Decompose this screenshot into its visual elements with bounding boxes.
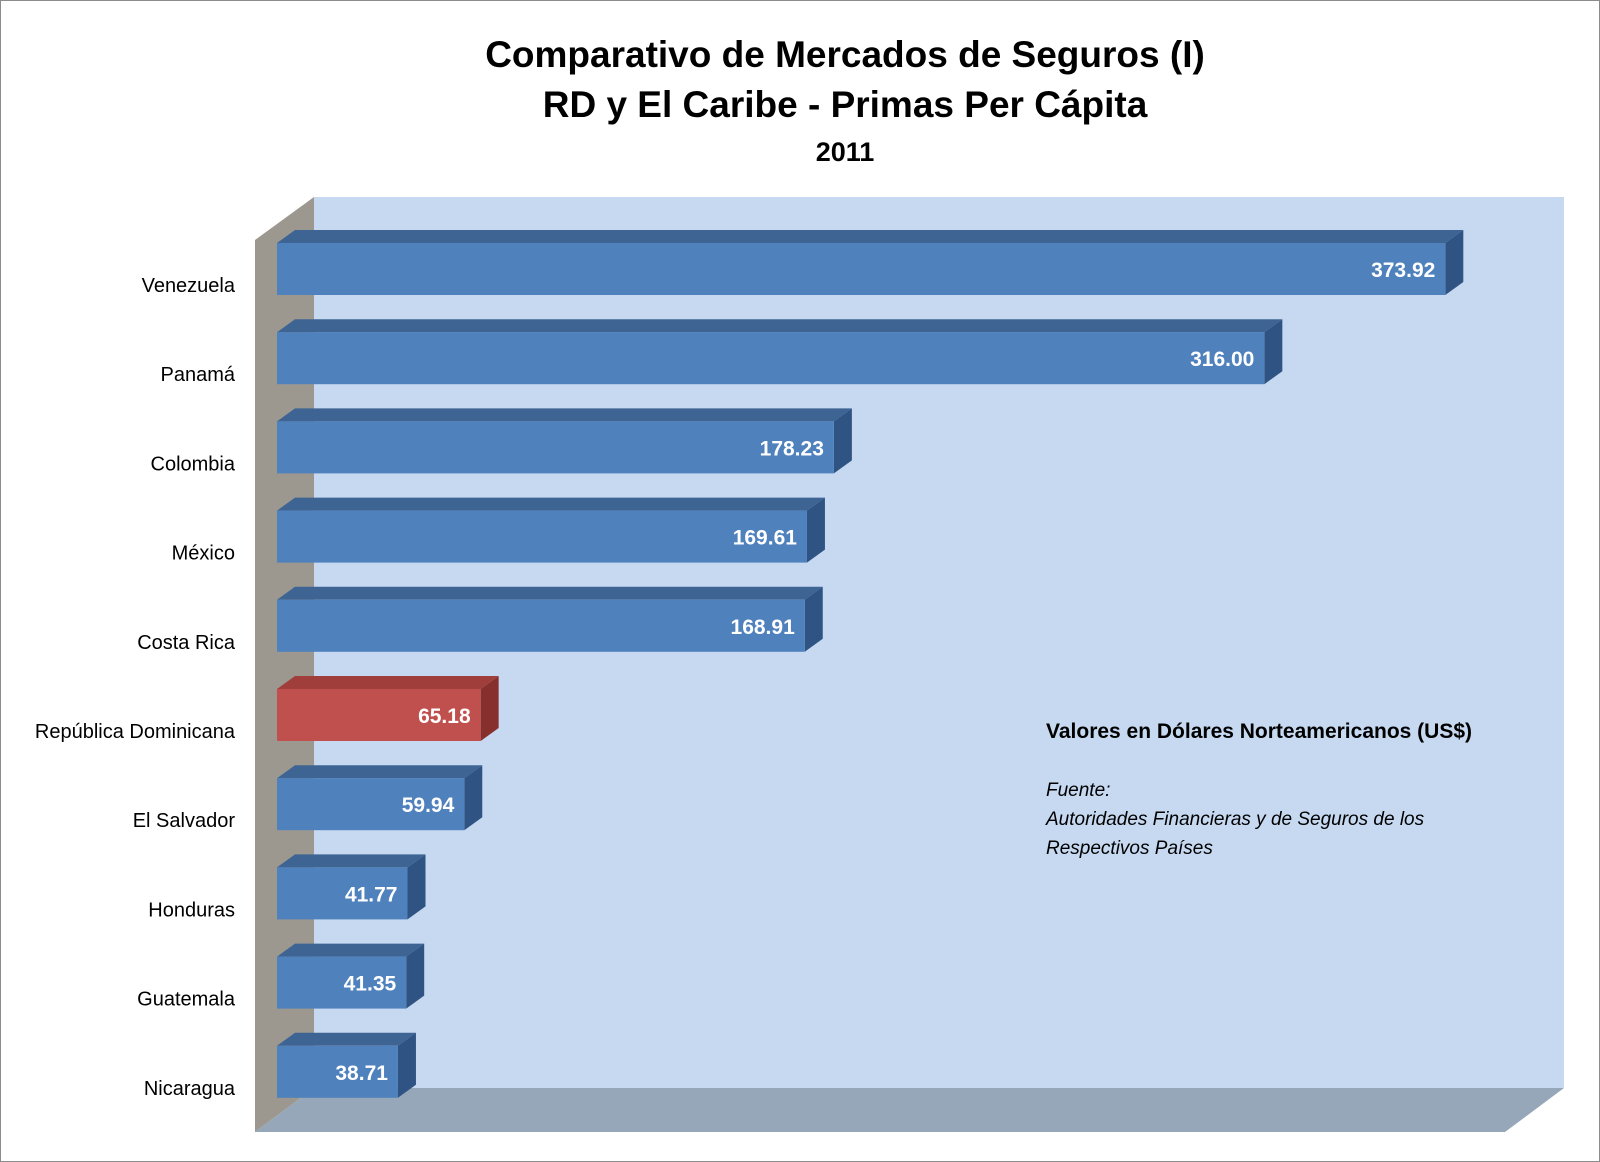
- source-line-1: Autoridades Financieras y de Seguros de …: [1046, 809, 1425, 830]
- value-label-colombia: 178.23: [760, 437, 824, 460]
- category-label-nicaragua: Nicaragua: [144, 1078, 236, 1100]
- category-label-guatemala: Guatemala: [137, 989, 236, 1011]
- value-label-venezuela: 373.92: [1371, 259, 1435, 282]
- value-label-mexico: 169.61: [733, 527, 798, 550]
- chart-title: Comparativo de Mercados de Seguros (I): [485, 34, 1205, 75]
- bar-side-el-salvador: [464, 765, 483, 831]
- source-note: Fuente: Autoridades Financieras y de Seg…: [1046, 776, 1546, 863]
- bar-top-venezuela: [277, 230, 1464, 243]
- bars-group: 373.92 Venezuela 316.00 Panamá 178.23 Colombi…: [35, 230, 1464, 1100]
- bar-honduras: [277, 867, 408, 920]
- bar-side-republica-dominicana: [480, 676, 499, 741]
- bar-side-colombia: [833, 408, 852, 474]
- bar-top-guatemala: [277, 943, 425, 957]
- category-label-el-salvador: El Salvador: [133, 810, 236, 832]
- bar-panama: [277, 332, 1265, 385]
- category-label-venezuela: Venezuela: [142, 275, 236, 297]
- bar-republica-dominicana: [277, 689, 481, 741]
- chart-annotation: Valores en Dólares Norteamericanos (US$)…: [1046, 720, 1546, 863]
- category-label-colombia: Colombia: [151, 453, 236, 475]
- bar-side-honduras: [407, 854, 426, 920]
- value-label-republica-dominicana: 65.18: [418, 705, 471, 728]
- bar-mexico: [277, 510, 807, 563]
- chart-year: 2011: [815, 137, 875, 167]
- bar-top-colombia: [277, 408, 852, 422]
- category-label-costa-rica: Costa Rica: [137, 632, 236, 654]
- floor: [255, 1088, 1564, 1132]
- value-label-panama: 316.00: [1190, 348, 1254, 371]
- bar-top-nicaragua: [277, 1032, 416, 1046]
- bar-side-guatemala: [406, 943, 425, 1009]
- bar-costa-rica: [277, 599, 805, 652]
- bar-top-republica-dominicana: [277, 676, 499, 689]
- bar-top-panama: [277, 319, 1283, 333]
- bar-side-nicaragua: [397, 1032, 416, 1098]
- bar-nicaragua: [277, 1045, 398, 1098]
- source-line-2: Respectivos Países: [1046, 838, 1213, 859]
- value-label-nicaragua: 38.71: [335, 1062, 388, 1085]
- bar-colombia: [277, 421, 834, 474]
- bar-top-honduras: [277, 854, 426, 868]
- value-label-honduras: 41.77: [345, 883, 398, 906]
- bar-top-mexico: [277, 497, 825, 511]
- category-label-honduras: Honduras: [148, 899, 235, 921]
- category-label-republica-dominicana: República Dominicana: [35, 721, 236, 743]
- bar-side-venezuela: [1445, 230, 1464, 295]
- bar-side-mexico: [806, 497, 825, 563]
- bar-guatemala: [277, 956, 407, 1009]
- category-label-panama: Panamá: [161, 364, 236, 386]
- source-label: Fuente:: [1046, 780, 1111, 801]
- value-label-el-salvador: 59.94: [402, 794, 455, 817]
- value-label-costa-rica: 168.91: [731, 616, 796, 639]
- bar-el-salvador: [277, 778, 465, 831]
- bar-venezuela: [277, 243, 1446, 295]
- bar-side-costa-rica: [804, 586, 823, 652]
- units-note: Valores en Dólares Norteamericanos (US$): [1046, 720, 1473, 743]
- bar-side-panama: [1264, 319, 1283, 385]
- category-label-mexico: México: [172, 543, 235, 565]
- value-label-guatemala: 41.35: [344, 973, 397, 996]
- chart-titles: Comparativo de Mercados de Seguros (I) R…: [0, 30, 1600, 172]
- chart-subtitle: RD y El Caribe - Primas Per Cápita: [542, 84, 1148, 125]
- bar-top-costa-rica: [277, 586, 823, 600]
- bar-top-el-salvador: [277, 765, 483, 779]
